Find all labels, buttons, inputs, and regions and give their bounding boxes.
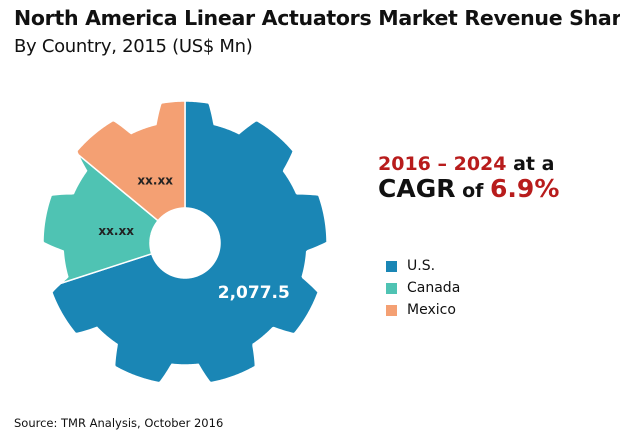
- cagr-line-2: CAGR of 6.9%: [378, 174, 559, 203]
- legend-label-u-s: U.S.: [407, 258, 436, 274]
- cagr-line-1: 2016 – 2024 at a: [378, 153, 554, 175]
- legend-swatch-canada: [386, 282, 397, 294]
- cagr-rate: 6.9%: [490, 174, 560, 203]
- cagr-of: of: [455, 180, 491, 202]
- chart-subtitle: By Country, 2015 (US$ Mn): [14, 36, 253, 57]
- legend-swatch-u-s: [386, 260, 397, 272]
- legend-label-mexico: Mexico: [407, 302, 456, 318]
- slice-mexico: [76, 100, 186, 222]
- data-label-mexico: xx.xx: [137, 174, 173, 188]
- legend: U.S. Canada Mexico: [386, 255, 460, 321]
- cagr-label: CAGR: [378, 174, 456, 203]
- legend-label-canada: Canada: [407, 280, 461, 296]
- chart-title: North America Linear Actuators Market Re…: [14, 6, 620, 30]
- cagr-at-a: at a: [506, 153, 555, 175]
- data-label-canada: xx.xx: [98, 224, 134, 238]
- legend-item-canada: Canada: [386, 277, 460, 299]
- data-label-u-s: 2,077.5: [218, 283, 290, 303]
- legend-item-u-s: U.S.: [386, 255, 460, 277]
- source-note: Source: TMR Analysis, October 2016: [14, 416, 224, 430]
- cagr-period: 2016 – 2024: [378, 153, 507, 175]
- legend-swatch-mexico: [386, 304, 397, 316]
- legend-item-mexico: Mexico: [386, 299, 460, 321]
